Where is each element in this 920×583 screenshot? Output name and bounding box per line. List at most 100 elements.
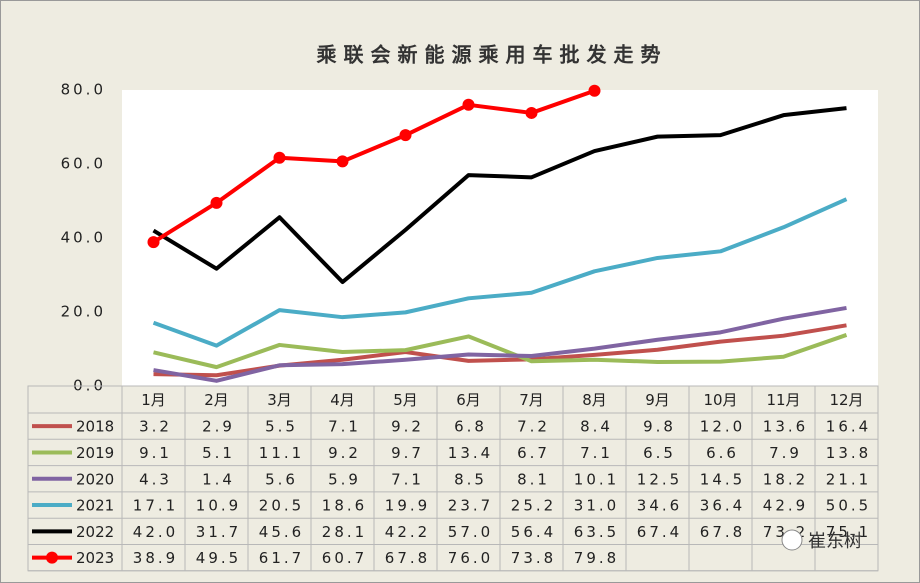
table-cell: 5.6 (265, 470, 298, 488)
table-cell: 7.2 (517, 418, 550, 436)
legend-label: 2022 (76, 523, 114, 541)
table-cell: 13.8 (826, 444, 871, 462)
point-marker (147, 236, 160, 249)
table-cell: 7.1 (328, 418, 361, 436)
legend-label: 2019 (76, 444, 114, 462)
table-cell: 9.7 (391, 444, 424, 462)
x-tick-label: 1月 (141, 391, 166, 409)
table-cell: 6.6 (706, 444, 739, 462)
table-cell: 8.1 (517, 470, 550, 488)
table-cell: 73.8 (511, 549, 556, 567)
table-cell: 19.9 (385, 497, 430, 515)
point-marker (210, 196, 223, 209)
table-cell: 5.1 (202, 444, 235, 462)
table-cell: 9.2 (328, 444, 361, 462)
plot-area (122, 90, 878, 386)
series-line (152, 106, 847, 285)
table-cell: 34.6 (637, 497, 682, 515)
x-tick-label: 8月 (582, 391, 607, 409)
table-cell: 38.9 (133, 549, 178, 567)
point-marker (399, 129, 412, 142)
table-cell: 31.0 (574, 497, 619, 515)
table-cell: 23.7 (448, 497, 493, 515)
y-tick-label: 20.0 (61, 303, 106, 321)
table-cell: 10.9 (196, 497, 241, 515)
table-cell: 10.1 (574, 470, 619, 488)
point-marker (588, 84, 601, 97)
table-cell: 12.0 (700, 418, 745, 436)
table-cell: 63.5 (574, 523, 619, 541)
x-tick-label: 12月 (829, 391, 863, 409)
legend-label: 2020 (76, 470, 114, 488)
x-tick-label: 5月 (393, 391, 418, 409)
table-cell: 45.6 (259, 523, 304, 541)
table-cell: 21.1 (826, 470, 871, 488)
table-cell: 50.5 (826, 497, 871, 515)
table-cell: 16.4 (826, 418, 871, 436)
watermark-icon (781, 529, 803, 551)
table-cell: 17.1 (133, 497, 178, 515)
table-cell: 18.6 (322, 497, 367, 515)
table-cell: 42.9 (763, 497, 808, 515)
table-cell: 9.2 (391, 418, 424, 436)
point-marker (525, 106, 538, 119)
table-cell: 6.8 (454, 418, 487, 436)
table-cell: 76.0 (448, 549, 493, 567)
table-cell: 2.9 (202, 418, 235, 436)
x-tick-label: 10月 (703, 391, 737, 409)
x-tick-label: 11月 (766, 391, 800, 409)
x-tick-label: 2月 (204, 391, 229, 409)
table-cell: 7.1 (391, 470, 424, 488)
table-cell: 56.4 (511, 523, 556, 541)
table-cell: 57.0 (448, 523, 493, 541)
table-cell: 60.7 (322, 549, 367, 567)
series-line (153, 333, 848, 370)
table-cell: 61.7 (259, 549, 304, 567)
table-cell: 67.4 (637, 523, 682, 541)
y-tick-label: 60.0 (61, 155, 106, 173)
table-cell: 18.2 (763, 470, 808, 488)
table-cell: 1.4 (202, 470, 235, 488)
table-cell: 13.4 (448, 444, 493, 462)
table-cell: 8.4 (580, 418, 613, 436)
y-tick-label: 40.0 (61, 229, 106, 247)
table-cell: 67.8 (700, 523, 745, 541)
chart-title: 乘联会新能源乘用车批发走势 (316, 43, 668, 67)
table-cell: 79.8 (574, 549, 619, 567)
table-cell: 49.5 (196, 549, 241, 567)
table-cell: 7.1 (580, 444, 613, 462)
table-cell: 28.1 (322, 523, 367, 541)
table-cell: 4.3 (139, 470, 172, 488)
table-cell: 5.9 (328, 470, 361, 488)
table-cell: 14.5 (700, 470, 745, 488)
y-tick-label: 80.0 (61, 81, 106, 99)
table-cell: 13.6 (763, 418, 808, 436)
x-tick-label: 3月 (267, 391, 292, 409)
x-tick-label: 4月 (330, 391, 355, 409)
legend-label: 2021 (76, 497, 114, 515)
table-cell: 12.5 (637, 470, 682, 488)
table-cell: 7.9 (769, 444, 802, 462)
table-cell: 8.5 (454, 470, 487, 488)
table-cell: 42.0 (133, 523, 178, 541)
x-tick-label: 7月 (519, 391, 544, 409)
table-cell: 36.4 (700, 497, 745, 515)
point-marker (462, 98, 475, 111)
point-marker (336, 155, 349, 168)
legend-marker (46, 551, 58, 564)
table-cell: 6.5 (643, 444, 676, 462)
point-marker (273, 151, 286, 164)
table-cell: 67.8 (385, 549, 430, 567)
series-line (153, 305, 847, 383)
table-cell: 31.7 (196, 523, 241, 541)
table-cell: 20.5 (259, 497, 304, 515)
legend-label: 2023 (76, 549, 114, 567)
legend-label: 2018 (76, 418, 114, 436)
table-cell: 75.1 (826, 523, 871, 541)
table-cell: 11.1 (259, 444, 304, 462)
watermark: 崔东树 (808, 531, 862, 552)
series-line (152, 88, 596, 244)
series-line (152, 197, 848, 348)
table-cell: 3.2 (139, 418, 172, 436)
